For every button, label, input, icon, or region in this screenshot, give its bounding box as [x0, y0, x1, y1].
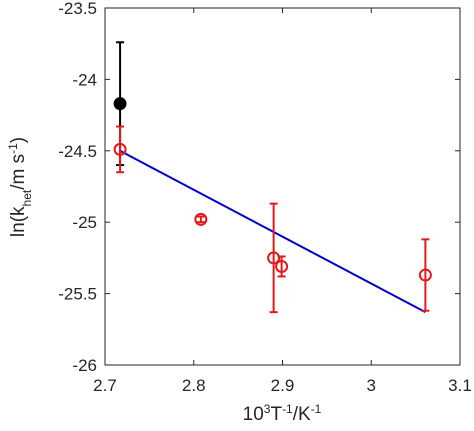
x-tick-label: 3	[367, 376, 376, 395]
label-part: het	[20, 189, 34, 206]
y-tick-label: -26	[72, 356, 97, 375]
label-part: )	[8, 137, 29, 143]
data-point	[113, 142, 127, 156]
label-part: -1	[6, 143, 20, 154]
x-tick-label: 2.9	[271, 376, 295, 395]
y-tick-label: -24	[72, 70, 97, 89]
y-tick-label: -25.5	[58, 285, 97, 304]
y-tick-label: -23.5	[58, 0, 97, 18]
data-point	[194, 212, 208, 226]
x-axis-label: 103T-1/K-1	[243, 402, 322, 425]
data-point	[418, 268, 432, 282]
data-point	[113, 97, 127, 111]
label-part: ln(k	[8, 206, 29, 237]
data-point	[267, 251, 281, 265]
x-tick-label: 3.1	[448, 376, 472, 395]
y-axis-label: ln(khet/m s-1)	[6, 137, 34, 237]
y-tick-label: -24.5	[58, 142, 97, 161]
x-tick-label: 2.7	[93, 376, 117, 395]
plot-frame	[104, 7, 461, 366]
data-point	[275, 259, 289, 273]
label-part: -1	[311, 402, 322, 416]
label-part: T	[270, 404, 282, 425]
x-tick-label: 2.8	[182, 376, 206, 395]
label-part: /K	[293, 404, 311, 425]
label-part: /m s	[8, 154, 29, 190]
label-part: 3	[264, 402, 271, 416]
label-part: 10	[243, 404, 264, 425]
label-part: -1	[282, 402, 293, 416]
y-tick-label: -25	[72, 213, 97, 232]
